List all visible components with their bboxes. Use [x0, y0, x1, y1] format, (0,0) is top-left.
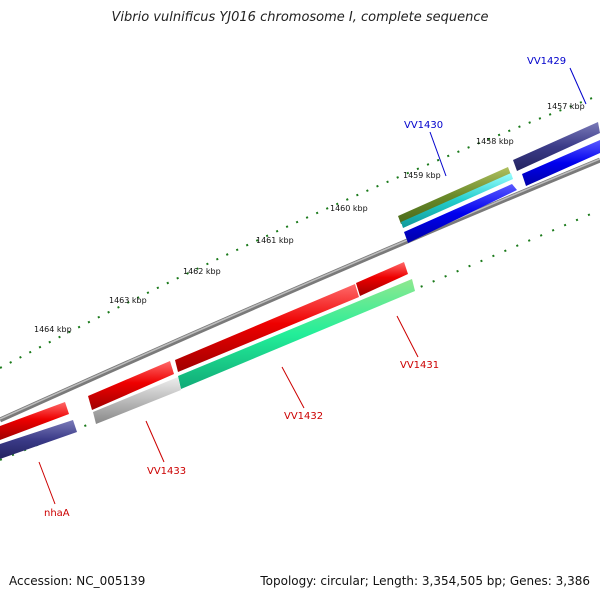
tick-label-1462: 1462 kbp	[183, 267, 221, 276]
gene-VV1432-bar	[175, 284, 359, 372]
leader-nhaA	[38, 461, 56, 505]
blue-bar-upper	[522, 140, 600, 186]
green-bar	[178, 279, 415, 389]
map-title: Vibrio vulnificus YJ016 chromosome I, co…	[111, 10, 489, 25]
tick-label-1458: 1458 kbp	[476, 137, 514, 146]
backbone-highlight	[0, 158, 600, 420]
gene-label-nhaA: nhaA	[44, 508, 70, 519]
leader-VV1430	[429, 131, 447, 177]
leader-VV1432	[281, 366, 305, 409]
accession-text: Accession: NC_005139	[9, 574, 146, 588]
gene-label-VV1430: VV1430	[404, 120, 443, 131]
leader-VV1429	[569, 67, 587, 105]
tick-label-1461: 1461 kbp	[256, 236, 294, 245]
tick-label-1457: 1457 kbp	[547, 102, 585, 111]
gray-bar	[93, 377, 181, 424]
tick-label-1459: 1459 kbp	[403, 171, 441, 180]
tick-label-1460: 1460 kbp	[330, 204, 368, 213]
summary-text: Topology: circular; Length: 3,354,505 bp…	[260, 574, 590, 588]
gene-label-VV1431: VV1431	[400, 360, 439, 371]
gene-VV1429-bar	[513, 122, 600, 171]
gene-VV1430-bar-olive	[398, 167, 511, 224]
gene-label-VV1429: VV1429	[527, 56, 566, 67]
gene-VV1430-bar-cyan	[401, 173, 513, 228]
leader-VV1431	[396, 315, 419, 358]
gene-VV1431-bar	[356, 262, 408, 296]
leader-VV1433	[145, 420, 165, 463]
navy-bar-left	[0, 420, 77, 459]
gene-VV1433-bar	[88, 361, 174, 410]
blue-bar-lower	[404, 184, 517, 243]
tick-label-1463: 1463 kbp	[109, 296, 147, 305]
backbone-ring	[0, 157, 600, 423]
gene-nhaA-bar	[0, 402, 69, 440]
gene-label-VV1433: VV1433	[147, 466, 186, 477]
gene-label-VV1432: VV1432	[284, 411, 323, 422]
tick-label-1464: 1464 kbp	[34, 325, 72, 334]
inner-tick-ring	[0, 209, 600, 461]
